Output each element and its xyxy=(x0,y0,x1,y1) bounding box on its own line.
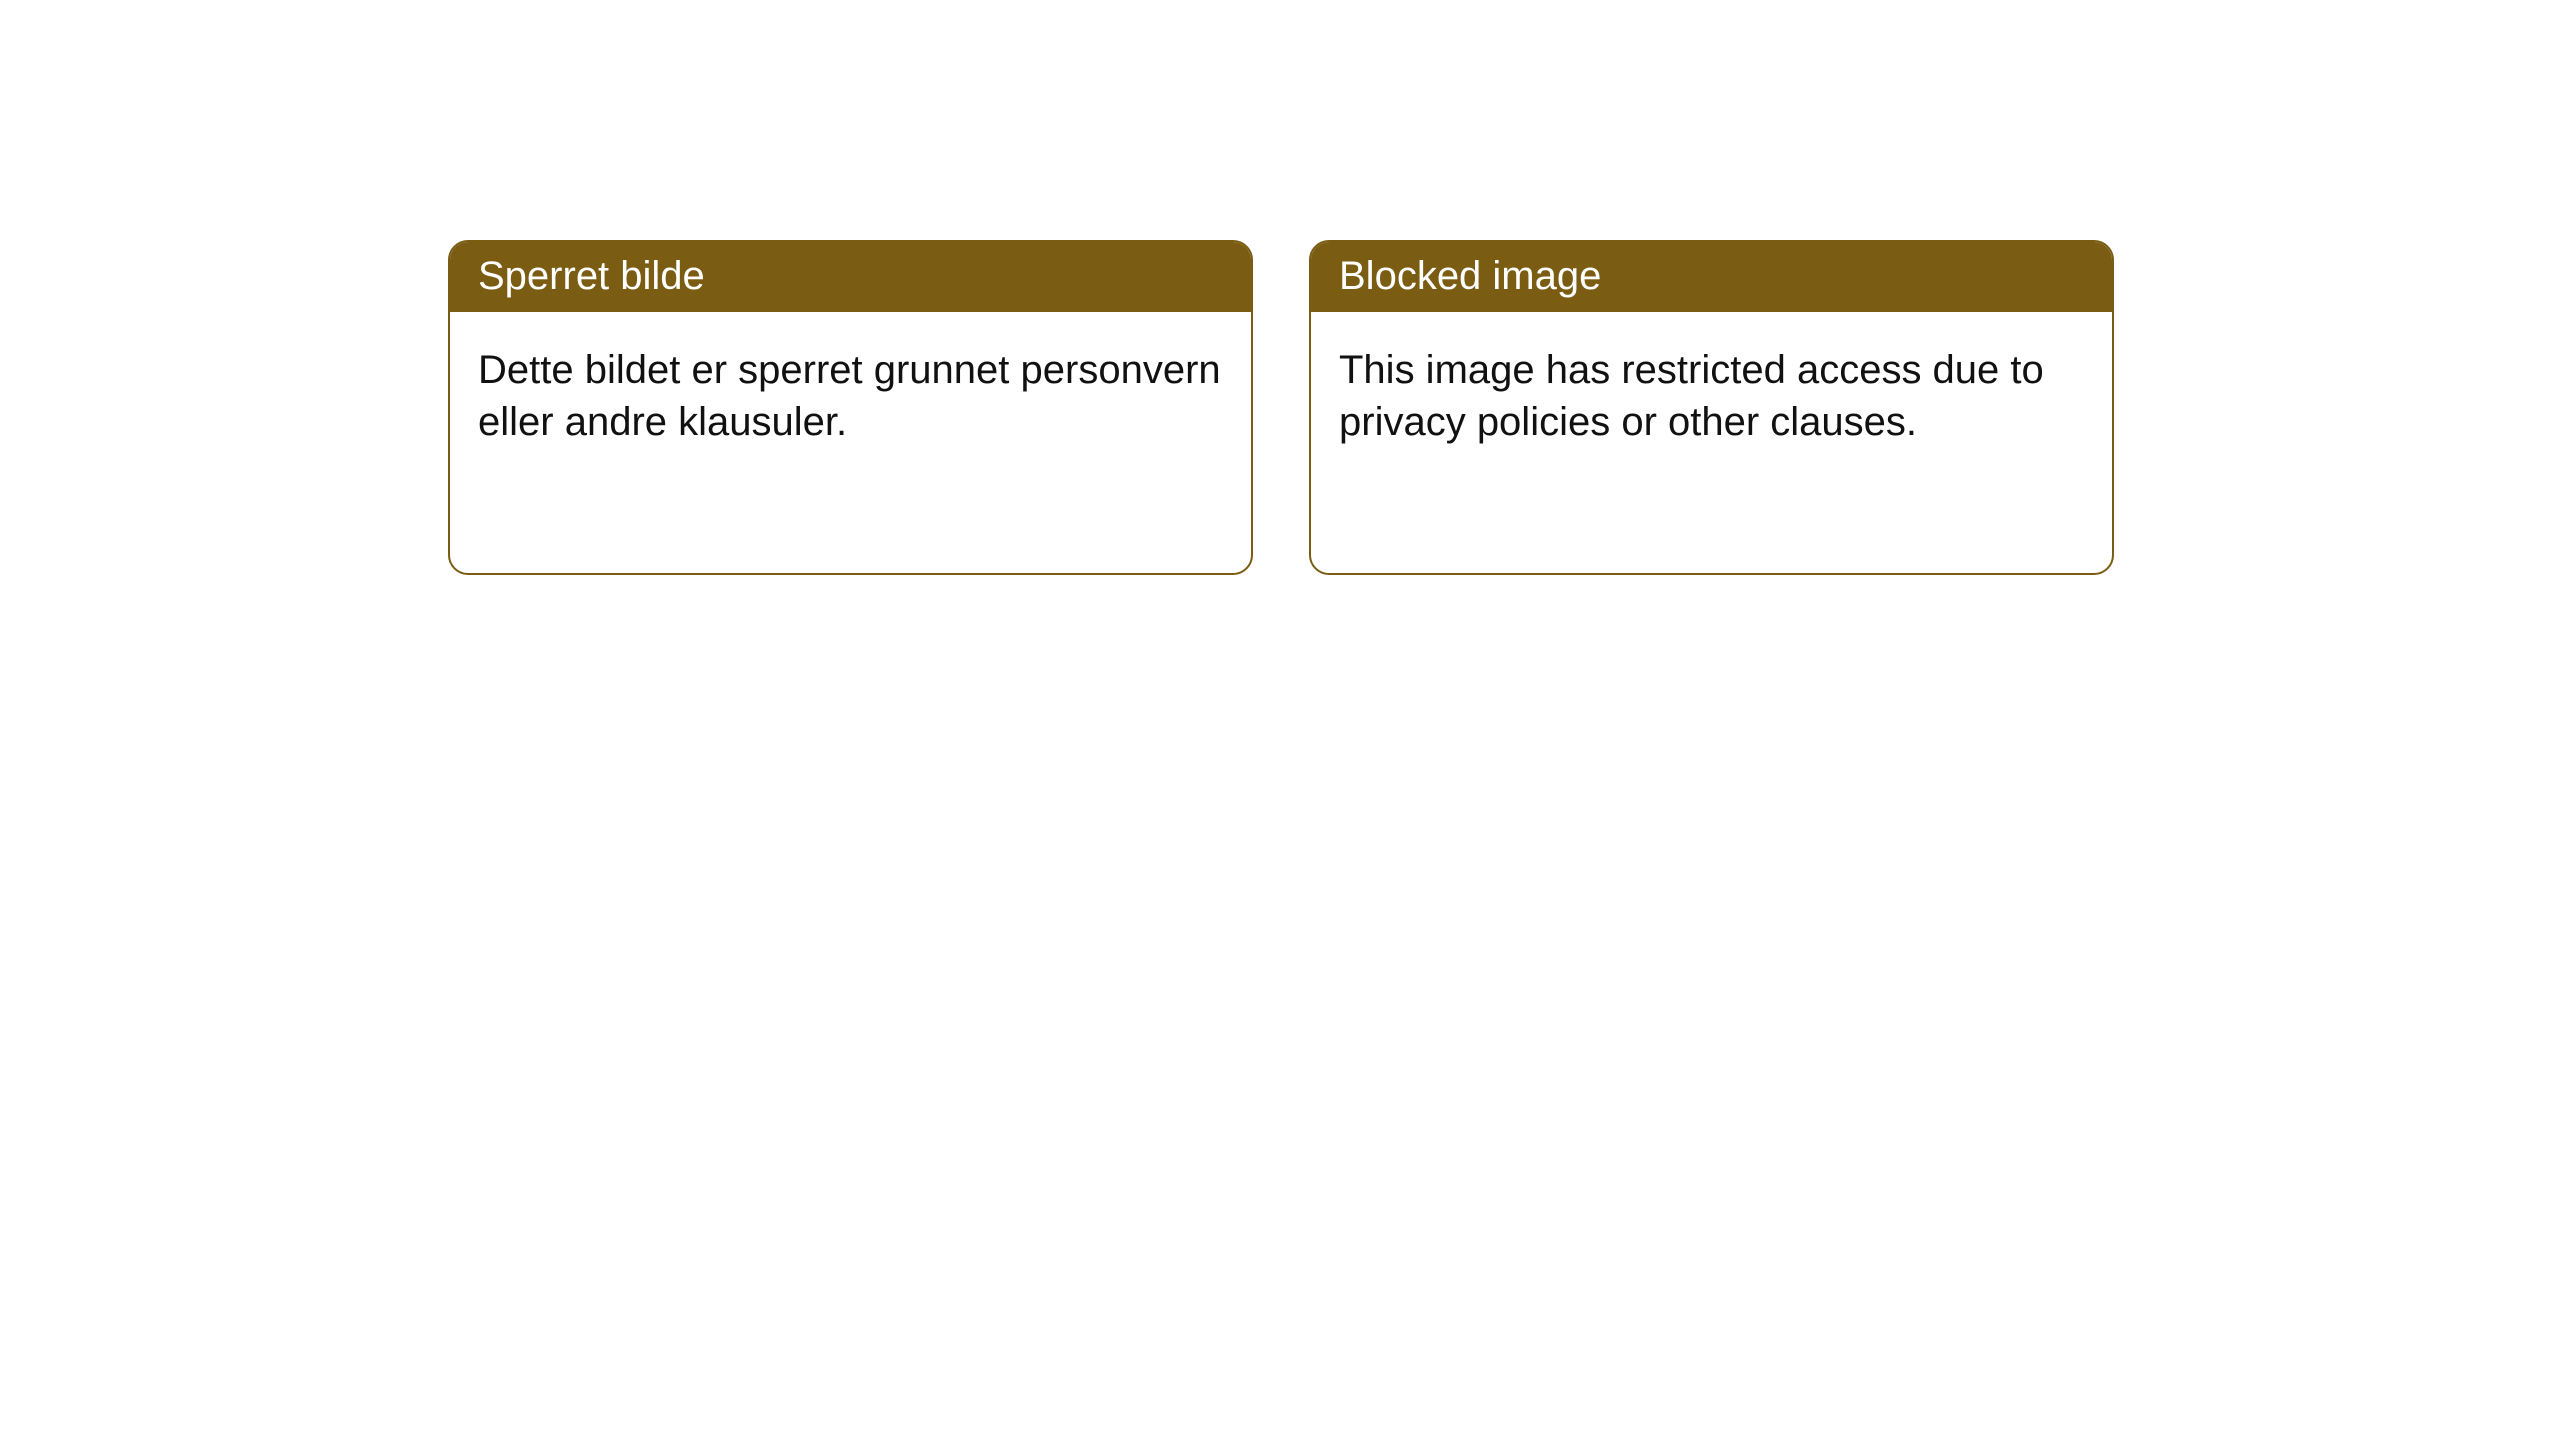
notice-box-norwegian: Sperret bilde Dette bildet er sperret gr… xyxy=(448,240,1253,575)
notice-header: Blocked image xyxy=(1311,242,2112,312)
notice-header: Sperret bilde xyxy=(450,242,1251,312)
notice-body: This image has restricted access due to … xyxy=(1311,312,2112,480)
notice-box-english: Blocked image This image has restricted … xyxy=(1309,240,2114,575)
notice-body: Dette bildet er sperret grunnet personve… xyxy=(450,312,1251,480)
notice-title: Blocked image xyxy=(1339,254,1601,298)
notice-container: Sperret bilde Dette bildet er sperret gr… xyxy=(0,0,2560,575)
notice-title: Sperret bilde xyxy=(478,254,705,298)
notice-body-text: Dette bildet er sperret grunnet personve… xyxy=(478,348,1221,444)
notice-body-text: This image has restricted access due to … xyxy=(1339,348,2044,444)
